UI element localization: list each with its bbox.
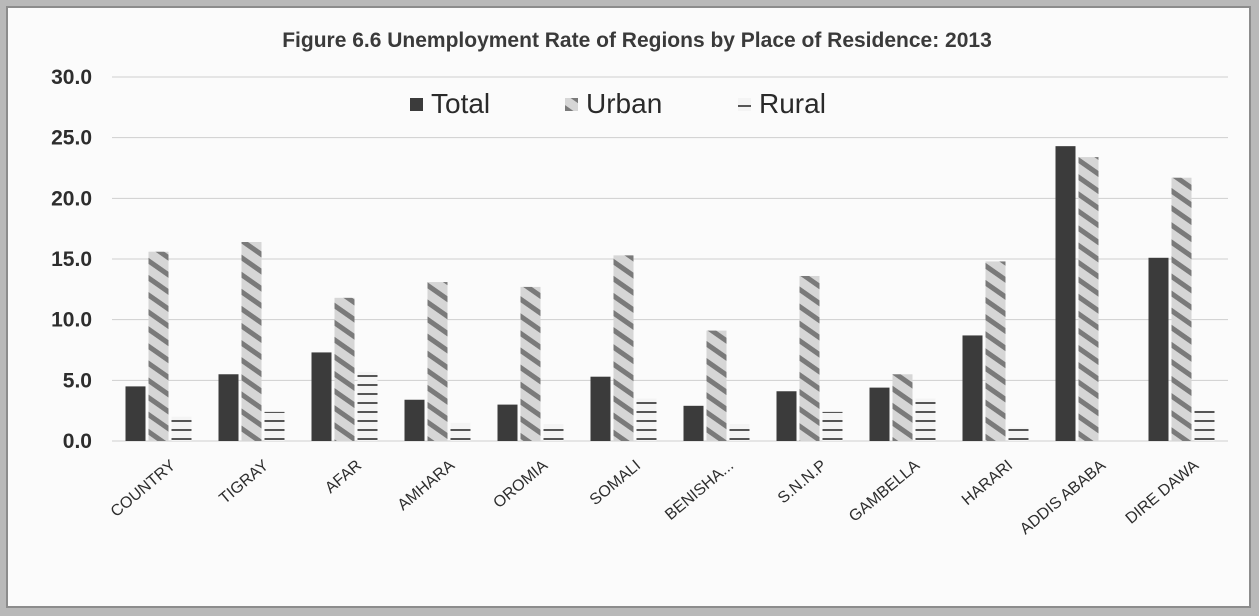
bar-urban bbox=[1171, 177, 1192, 441]
bar-total bbox=[590, 376, 611, 441]
x-tick-label: AMHARA bbox=[395, 457, 459, 514]
bar-total bbox=[404, 399, 425, 441]
x-tick-label: TIGRAY bbox=[216, 457, 272, 508]
x-tick-label: GAMBELLA bbox=[846, 457, 923, 526]
y-tick-label: 25.0 bbox=[51, 127, 92, 150]
y-tick-label: 30.0 bbox=[51, 66, 92, 89]
bar-urban bbox=[241, 242, 262, 441]
bar-rural bbox=[264, 411, 285, 441]
legend-swatch-rural bbox=[738, 98, 751, 111]
chart-title: Figure 6.6 Unemployment Rate of Regions … bbox=[282, 29, 992, 52]
legend-label-total: Total bbox=[431, 88, 490, 119]
y-tick-label: 5.0 bbox=[63, 369, 92, 392]
x-tick-label: BENISHA... bbox=[662, 457, 737, 524]
y-tick-label: 0.0 bbox=[63, 430, 92, 453]
bar-rural bbox=[729, 424, 750, 441]
bar-rural bbox=[1008, 427, 1029, 441]
bar-total bbox=[218, 374, 239, 441]
bar-rural bbox=[357, 371, 378, 441]
bar-urban bbox=[148, 251, 169, 441]
bar-rural bbox=[915, 398, 936, 441]
bar-total bbox=[962, 335, 983, 441]
x-tick-label: HARARI bbox=[959, 457, 1016, 509]
bar-rural bbox=[450, 422, 471, 441]
bar-total bbox=[776, 391, 797, 441]
x-tick-label: AFAR bbox=[322, 457, 365, 497]
y-tick-label: 10.0 bbox=[51, 309, 92, 332]
bar-urban bbox=[1078, 157, 1099, 441]
y-tick-label: 20.0 bbox=[51, 187, 92, 210]
legend: Total Urban Rural bbox=[410, 88, 826, 119]
bar-rural bbox=[822, 411, 843, 441]
legend-label-rural: Rural bbox=[759, 88, 826, 119]
bar-urban bbox=[334, 297, 355, 441]
bar-urban bbox=[985, 261, 1006, 441]
bar-urban bbox=[799, 275, 820, 441]
bar-rural bbox=[543, 424, 564, 441]
x-tick-label: DIRE DAWA bbox=[1123, 457, 1203, 528]
x-tick-label: SOMALI bbox=[587, 457, 644, 509]
bar-urban bbox=[427, 282, 448, 441]
bar-urban bbox=[520, 286, 541, 441]
bar-total bbox=[311, 352, 332, 441]
x-tick-label: OROMIA bbox=[490, 457, 551, 512]
legend-swatch-total bbox=[410, 98, 423, 111]
legend-swatch-urban bbox=[565, 98, 578, 111]
bar-total bbox=[1055, 146, 1076, 441]
bar-total bbox=[683, 405, 704, 441]
bar-rural bbox=[1194, 410, 1215, 441]
y-tick-label: 15.0 bbox=[51, 248, 92, 271]
x-tick-label: ADDIS ABABA bbox=[1017, 457, 1109, 538]
bar-rural bbox=[171, 416, 192, 441]
bar-total bbox=[1148, 257, 1169, 441]
legend-label-urban: Urban bbox=[586, 88, 662, 119]
bar-urban bbox=[613, 255, 634, 441]
x-tick-label: S.N.N.P bbox=[775, 457, 830, 507]
bar-urban bbox=[706, 330, 727, 441]
bar-urban bbox=[892, 374, 913, 441]
bar-total bbox=[125, 386, 146, 441]
bar-rural bbox=[636, 398, 657, 441]
bar-total bbox=[869, 387, 890, 441]
bar-total bbox=[497, 404, 518, 441]
x-tick-label: COUNTRY bbox=[108, 457, 180, 521]
